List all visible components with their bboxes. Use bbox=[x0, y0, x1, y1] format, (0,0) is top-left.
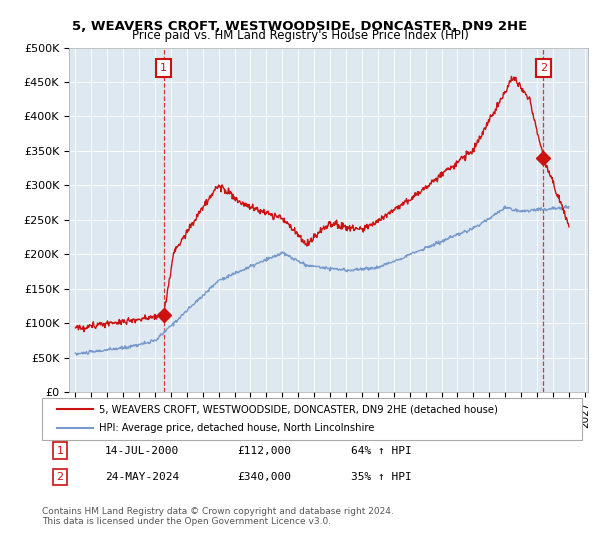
Text: 64% ↑ HPI: 64% ↑ HPI bbox=[351, 446, 412, 456]
Text: 5, WEAVERS CROFT, WESTWOODSIDE, DONCASTER, DN9 2HE: 5, WEAVERS CROFT, WESTWOODSIDE, DONCASTE… bbox=[73, 20, 527, 32]
Text: 14-JUL-2000: 14-JUL-2000 bbox=[105, 446, 179, 456]
Text: £112,000: £112,000 bbox=[237, 446, 291, 456]
Text: 35% ↑ HPI: 35% ↑ HPI bbox=[351, 472, 412, 482]
Text: Contains HM Land Registry data © Crown copyright and database right 2024.
This d: Contains HM Land Registry data © Crown c… bbox=[42, 507, 394, 526]
Text: 24-MAY-2024: 24-MAY-2024 bbox=[105, 472, 179, 482]
Text: 5, WEAVERS CROFT, WESTWOODSIDE, DONCASTER, DN9 2HE (detached house): 5, WEAVERS CROFT, WESTWOODSIDE, DONCASTE… bbox=[99, 404, 498, 414]
Text: 2: 2 bbox=[56, 472, 64, 482]
Text: 1: 1 bbox=[56, 446, 64, 456]
Text: HPI: Average price, detached house, North Lincolnshire: HPI: Average price, detached house, Nort… bbox=[99, 423, 374, 433]
Text: 2: 2 bbox=[540, 63, 547, 73]
Text: £340,000: £340,000 bbox=[237, 472, 291, 482]
Text: Price paid vs. HM Land Registry's House Price Index (HPI): Price paid vs. HM Land Registry's House … bbox=[131, 29, 469, 42]
Text: 1: 1 bbox=[160, 63, 167, 73]
